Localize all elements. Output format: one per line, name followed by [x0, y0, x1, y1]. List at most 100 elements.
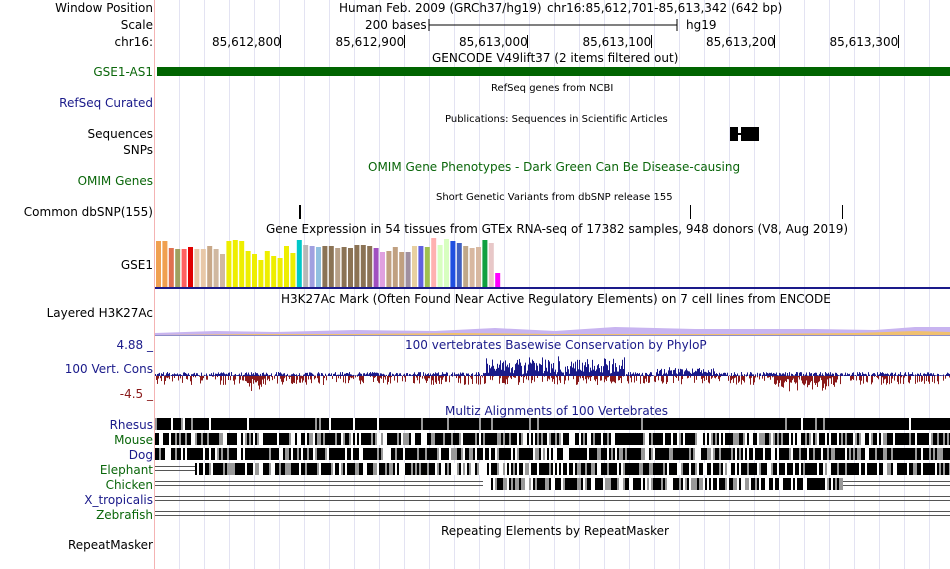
gtex-bar[interactable]: [284, 246, 289, 287]
track-label-phylop[interactable]: 100 Vert. Cons: [64, 362, 153, 376]
track-label-dbsnp[interactable]: Common dbSNP(155): [23, 205, 153, 219]
species-label[interactable]: Rhesus: [109, 418, 153, 432]
gtex-bar[interactable]: [476, 247, 481, 287]
gtex-bar[interactable]: [380, 252, 385, 287]
phylop-negative-bar: [271, 376, 272, 377]
track-label-repeatmasker[interactable]: RepeatMasker: [67, 538, 153, 552]
gtex-bar[interactable]: [245, 251, 251, 287]
multiz-cell: [193, 418, 195, 430]
gtex-bar[interactable]: [463, 246, 469, 287]
gtex-bar[interactable]: [373, 248, 379, 287]
gtex-bar[interactable]: [220, 254, 225, 287]
phylop-negative-bar: [819, 376, 820, 382]
gtex-bar[interactable]: [322, 246, 328, 287]
gtex-bar[interactable]: [181, 249, 187, 287]
gtex-bar[interactable]: [213, 249, 219, 287]
gtex-bar[interactable]: [405, 252, 411, 287]
gtex-bar[interactable]: [488, 243, 494, 287]
gtex-bar[interactable]: [239, 241, 245, 287]
gtex-bar[interactable]: [412, 246, 417, 287]
track-label-gtex[interactable]: GSE1: [120, 258, 153, 272]
multiz-cell: [483, 418, 485, 430]
multiz-cell: [721, 433, 723, 445]
phylop-negative-bar: [667, 376, 668, 383]
gtex-bar[interactable]: [335, 248, 341, 287]
gtex-bar[interactable]: [424, 247, 430, 287]
multiz-cell: [923, 433, 925, 445]
multiz-cell: [639, 433, 641, 445]
gtex-bar[interactable]: [418, 246, 424, 287]
gtex-bar[interactable]: [469, 248, 475, 287]
gtex-bar[interactable]: [290, 253, 296, 287]
gtex-bar[interactable]: [431, 238, 437, 287]
track-label-snps[interactable]: SNPs: [123, 143, 153, 157]
gtex-bar[interactable]: [450, 241, 456, 287]
gtex-bar[interactable]: [309, 246, 315, 287]
gtex-bar[interactable]: [328, 246, 334, 287]
gencode-gene-bar[interactable]: [157, 67, 950, 76]
multiz-cell: [489, 448, 491, 460]
gtex-bar[interactable]: [207, 246, 213, 287]
gtex-bar[interactable]: [156, 241, 161, 287]
multiz-cell: [535, 433, 537, 445]
gtex-bar[interactable]: [386, 251, 392, 287]
gtex-bar[interactable]: [399, 252, 405, 287]
title-repeatmasker: Repeating Elements by RepeatMasker: [441, 524, 669, 538]
phylop-negative-bar: [207, 376, 208, 380]
gtex-bar[interactable]: [437, 245, 443, 287]
gtex-bar[interactable]: [252, 254, 257, 287]
gtex-bar[interactable]: [194, 249, 200, 287]
gtex-bar[interactable]: [162, 241, 168, 287]
phylop-positive-bar: [795, 373, 796, 376]
gtex-bar[interactable]: [271, 256, 277, 287]
multiz-cell: [563, 478, 565, 490]
gtex-bar[interactable]: [348, 248, 353, 287]
gtex-bar[interactable]: [341, 247, 347, 287]
gtex-bar[interactable]: [303, 245, 309, 287]
species-label[interactable]: Mouse: [114, 433, 153, 447]
gtex-bar[interactable]: [316, 247, 321, 287]
phylop-negative-bar: [796, 376, 797, 383]
gtex-bar[interactable]: [188, 247, 193, 287]
track-label-h3k27ac[interactable]: Layered H3K27Ac: [46, 306, 153, 320]
gtex-bar[interactable]: [232, 240, 238, 287]
species-label[interactable]: Zebrafish: [96, 508, 153, 522]
species-label[interactable]: Dog: [128, 448, 153, 462]
gtex-bar[interactable]: [296, 240, 302, 287]
gtex-bar[interactable]: [367, 246, 373, 287]
h3k27ac-signal[interactable]: [155, 310, 950, 336]
phylop-positive-bar: [623, 369, 624, 376]
gtex-bar[interactable]: [456, 243, 462, 287]
track-label-omim[interactable]: OMIM Genes: [77, 174, 153, 188]
track-label-gencode[interactable]: GSE1-AS1: [93, 65, 153, 79]
gtex-bar[interactable]: [200, 249, 206, 287]
gtex-bar[interactable]: [168, 248, 174, 287]
dbsnp-variants[interactable]: [155, 205, 950, 219]
gtex-bar[interactable]: [226, 241, 232, 287]
gtex-bar[interactable]: [277, 258, 283, 287]
gtex-bar[interactable]: [264, 251, 270, 287]
gtex-bar[interactable]: [444, 239, 449, 287]
gtex-bar[interactable]: [482, 240, 488, 287]
gtex-bar[interactable]: [360, 245, 366, 287]
multiz-cell: [359, 463, 361, 475]
gtex-bar[interactable]: [258, 260, 264, 287]
gtex-bar[interactable]: [392, 247, 398, 287]
multiz-alignment-rows[interactable]: [155, 418, 950, 518]
gtex-expression-bars[interactable]: [155, 237, 950, 289]
phylop-conservation-plot[interactable]: [155, 352, 950, 402]
phylop-negative-bar: [277, 376, 278, 384]
track-label-refseq[interactable]: RefSeq Curated: [59, 96, 153, 110]
publication-snp-block[interactable]: [728, 127, 760, 141]
gtex-bar[interactable]: [495, 273, 501, 287]
species-label[interactable]: Chicken: [105, 478, 153, 492]
species-label[interactable]: X_tropicalis: [84, 493, 153, 507]
multiz-cell: [647, 418, 649, 430]
gtex-bar[interactable]: [354, 245, 360, 287]
multiz-cell: [447, 448, 449, 460]
gtex-bar[interactable]: [175, 249, 181, 287]
multiz-cell: [287, 448, 289, 460]
species-label[interactable]: Elephant: [99, 463, 153, 477]
track-label-sequences[interactable]: Sequences: [87, 127, 153, 141]
